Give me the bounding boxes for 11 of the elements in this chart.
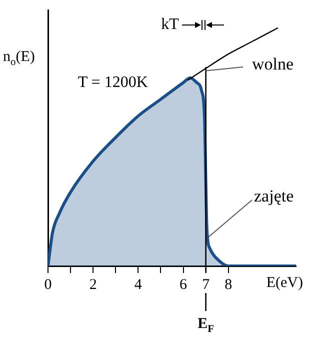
x-tick-label: 4 bbox=[134, 276, 142, 293]
x-tick-label: 6 bbox=[180, 276, 188, 293]
annotation: wolne bbox=[252, 54, 294, 74]
annotation: kT bbox=[161, 16, 180, 34]
annotation: T = 1200K bbox=[78, 74, 148, 92]
x-tick-label: 8 bbox=[224, 276, 232, 293]
x-tick-label: 2 bbox=[89, 276, 97, 293]
x-axis-title: E(eV) bbox=[266, 274, 304, 291]
x-tick-label: 7 bbox=[202, 276, 210, 293]
annotation: zajęte bbox=[254, 186, 294, 206]
x-tick-label: 0 bbox=[44, 276, 52, 293]
